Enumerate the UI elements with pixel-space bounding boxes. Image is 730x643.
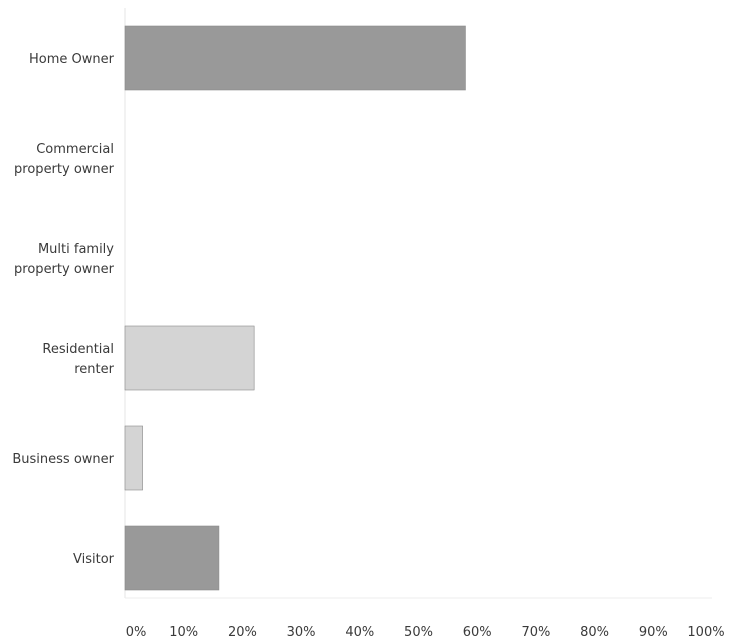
- category-label-visitor: Visitor: [73, 552, 115, 567]
- x-tick-label-50: 50%: [404, 625, 433, 640]
- bar-visitor: [124, 525, 220, 591]
- x-tick-label-30: 30%: [287, 625, 316, 640]
- x-tick-label-10: 10%: [169, 625, 198, 640]
- category-labels: Home Owner Commercial property owner Multi …: [12, 52, 114, 567]
- x-tick-label-70: 70%: [521, 625, 550, 640]
- bars-group: [124, 25, 466, 591]
- bar-residential-renter: [124, 325, 255, 391]
- category-label-residential-renter: Residential renter: [42, 342, 114, 377]
- category-label-home-owner: Home Owner: [29, 52, 115, 67]
- category-label-multi-family-property-owner: Multi family property owner: [14, 242, 115, 277]
- category-label-business-owner: Business owner: [12, 452, 114, 467]
- x-tick-labels: 0% 10% 20% 30% 40% 50% 60% 70% 80% 90% 100%: [126, 625, 725, 640]
- x-tick-label-100: 100%: [687, 625, 724, 640]
- bar-home-owner: [124, 25, 466, 91]
- x-tick-label-40: 40%: [345, 625, 374, 640]
- x-tick-label-0: 0%: [126, 625, 147, 640]
- category-label-commercial-property-owner: Commercial property owner: [14, 142, 115, 177]
- x-tick-label-90: 90%: [639, 625, 668, 640]
- bar-business-owner: [124, 425, 143, 491]
- x-tick-label-20: 20%: [228, 625, 257, 640]
- x-tick-label-60: 60%: [463, 625, 492, 640]
- x-tick-label-80: 80%: [580, 625, 609, 640]
